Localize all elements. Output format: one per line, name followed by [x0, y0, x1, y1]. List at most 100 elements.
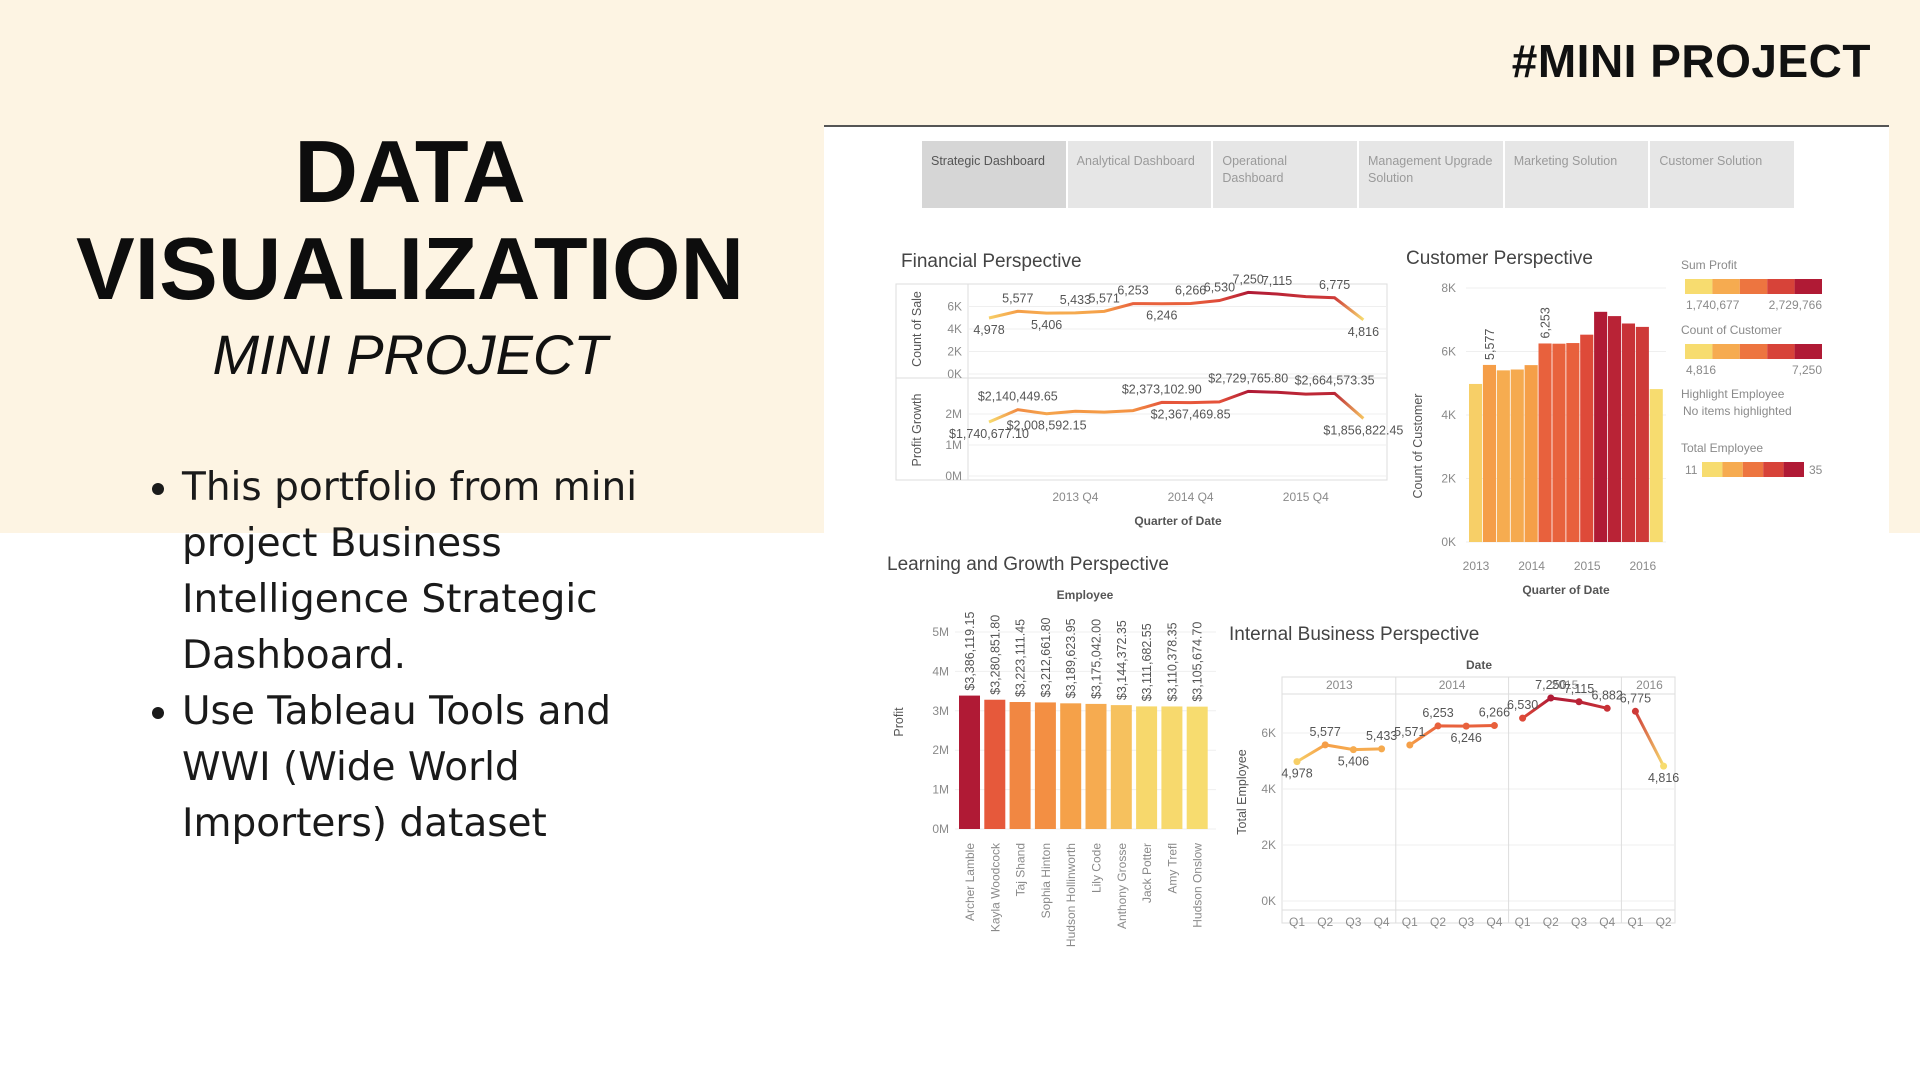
x-tick-label: Q1 — [1402, 915, 1418, 929]
x-axis-title: Quarter of Date — [1522, 583, 1610, 597]
point — [1434, 722, 1442, 730]
x-tick-label: 2014 Q4 — [1168, 490, 1214, 504]
y-tick-label: 8K — [1441, 281, 1456, 295]
y-tick-label: 4M — [932, 664, 949, 678]
line — [1634, 710, 1665, 767]
y-tick-label: 0K — [1261, 894, 1276, 908]
data-label: $2,373,102.90 — [1122, 382, 1202, 396]
bar — [1469, 383, 1483, 542]
legend-swatch — [1794, 344, 1822, 359]
data-label: 5,433 — [1366, 729, 1397, 743]
y-tick-label: 2K — [1261, 838, 1276, 852]
x-axis-title: Date — [1466, 658, 1492, 672]
dashboard-tab[interactable]: Analytical Dashboard — [1068, 141, 1214, 208]
y-tick-label: 1M — [945, 438, 962, 452]
point — [1519, 714, 1527, 722]
bar — [1186, 706, 1208, 829]
data-label: 7,115 — [1262, 274, 1292, 288]
x-tick-label: 2015 — [1574, 559, 1601, 573]
bar — [1552, 343, 1566, 542]
y-tick-label: 5M — [932, 625, 949, 639]
y-tick-label: 0K — [947, 367, 962, 381]
x-tick-label: Q1 — [1627, 915, 1643, 929]
data-label: 5,577 — [1483, 329, 1497, 360]
x-tick-label: Q3 — [1458, 915, 1474, 929]
data-label: 5,406 — [1338, 755, 1369, 769]
point — [1490, 722, 1498, 730]
data-label: 6,246 — [1451, 731, 1482, 745]
data-label: 6,775 — [1319, 278, 1350, 292]
chart-title: Customer Perspective — [1406, 248, 1593, 269]
point — [1349, 746, 1357, 754]
data-label: $3,386,119.15 — [963, 612, 977, 691]
line — [1521, 696, 1608, 720]
data-label: $3,105,674.70 — [1191, 622, 1205, 702]
dashboard-tab[interactable]: Marketing Solution — [1505, 141, 1651, 208]
legend-swatch — [1702, 462, 1723, 477]
bar — [1510, 369, 1524, 542]
bar — [1034, 702, 1056, 829]
bar — [1161, 706, 1183, 829]
data-label: $2,367,469.85 — [1151, 408, 1231, 422]
legend-max: 7,250 — [1792, 363, 1822, 377]
y-axis-title: Profit Growth — [910, 393, 924, 466]
y-axis-title: Total Employee — [1235, 749, 1249, 835]
data-label: 6,266 — [1479, 706, 1510, 720]
data-label: 6,530 — [1204, 281, 1235, 295]
legend-swatch — [1767, 279, 1795, 294]
point — [1603, 704, 1611, 712]
bar — [1060, 703, 1082, 829]
legend-max: 2,729,766 — [1769, 298, 1823, 312]
y-axis-title: Count of Sale — [910, 291, 924, 367]
y-tick-label: 2M — [945, 407, 962, 421]
dashboard-tab[interactable]: Management Upgrade Solution — [1359, 141, 1505, 208]
data-label: 5,571 — [1394, 725, 1425, 739]
data-label: $3,175,042.00 — [1090, 619, 1104, 699]
x-tick-label: 2015 Q4 — [1283, 490, 1329, 504]
plot-frame — [1281, 676, 1676, 924]
x-tick-label: Anthony Grosse — [1115, 843, 1129, 929]
tab-bar: Strategic Dashboard Analytical Dashboard O… — [922, 141, 1797, 208]
line — [988, 290, 1365, 322]
legend-swatch — [1794, 279, 1822, 294]
y-tick-label: 4K — [947, 322, 962, 336]
x-tick-label: Q4 — [1374, 915, 1390, 929]
group-label: 2013 — [1326, 678, 1353, 692]
legend-swatch — [1685, 344, 1713, 359]
x-tick-label: Hudson Hollinworth — [1064, 843, 1078, 947]
x-tick-label: Q4 — [1599, 915, 1615, 929]
legend-swatch — [1722, 462, 1743, 477]
point — [1406, 741, 1414, 749]
y-tick-label: 2K — [947, 345, 962, 359]
data-label: 6,882 — [1592, 688, 1623, 702]
title-line: DATA — [294, 122, 526, 221]
dashboard-tab[interactable]: Strategic Dashboard — [922, 141, 1068, 208]
point — [1660, 762, 1668, 770]
legend-min: 4,816 — [1686, 363, 1716, 377]
legend-swatch — [1763, 462, 1784, 477]
subtitle: MINI PROJECT — [212, 323, 608, 386]
x-tick-label: 2014 — [1518, 559, 1545, 573]
data-label: $3,280,851.80 — [988, 615, 1002, 695]
data-label: 6,530 — [1507, 698, 1538, 712]
data-label: 4,816 — [1348, 325, 1379, 339]
bar — [984, 699, 1006, 829]
x-tick-label: Sophia Hinton — [1039, 843, 1053, 918]
data-label: 7,250 — [1233, 272, 1264, 286]
data-label: $1,740,677.10 — [949, 427, 1029, 441]
x-tick-label: Q3 — [1571, 915, 1587, 929]
data-label: 6,253 — [1422, 706, 1453, 720]
y-tick-label: 3M — [932, 704, 949, 718]
dashboard-tab[interactable]: Customer Solution — [1650, 141, 1797, 208]
data-label: 4,816 — [1648, 771, 1679, 785]
data-label: 6,246 — [1146, 309, 1177, 323]
bullet: This portfolio from mini project Busines… — [182, 460, 702, 684]
legend-swatch — [1783, 462, 1804, 477]
x-tick-label: Lily Code — [1090, 843, 1104, 893]
x-tick-label: Q1 — [1515, 915, 1531, 929]
point — [1631, 707, 1639, 715]
group-label: 2014 — [1439, 678, 1466, 692]
y-tick-label: 6K — [1441, 345, 1456, 359]
dashboard-tab[interactable]: Operational Dashboard — [1213, 141, 1360, 208]
x-tick-label: Q2 — [1656, 915, 1672, 929]
